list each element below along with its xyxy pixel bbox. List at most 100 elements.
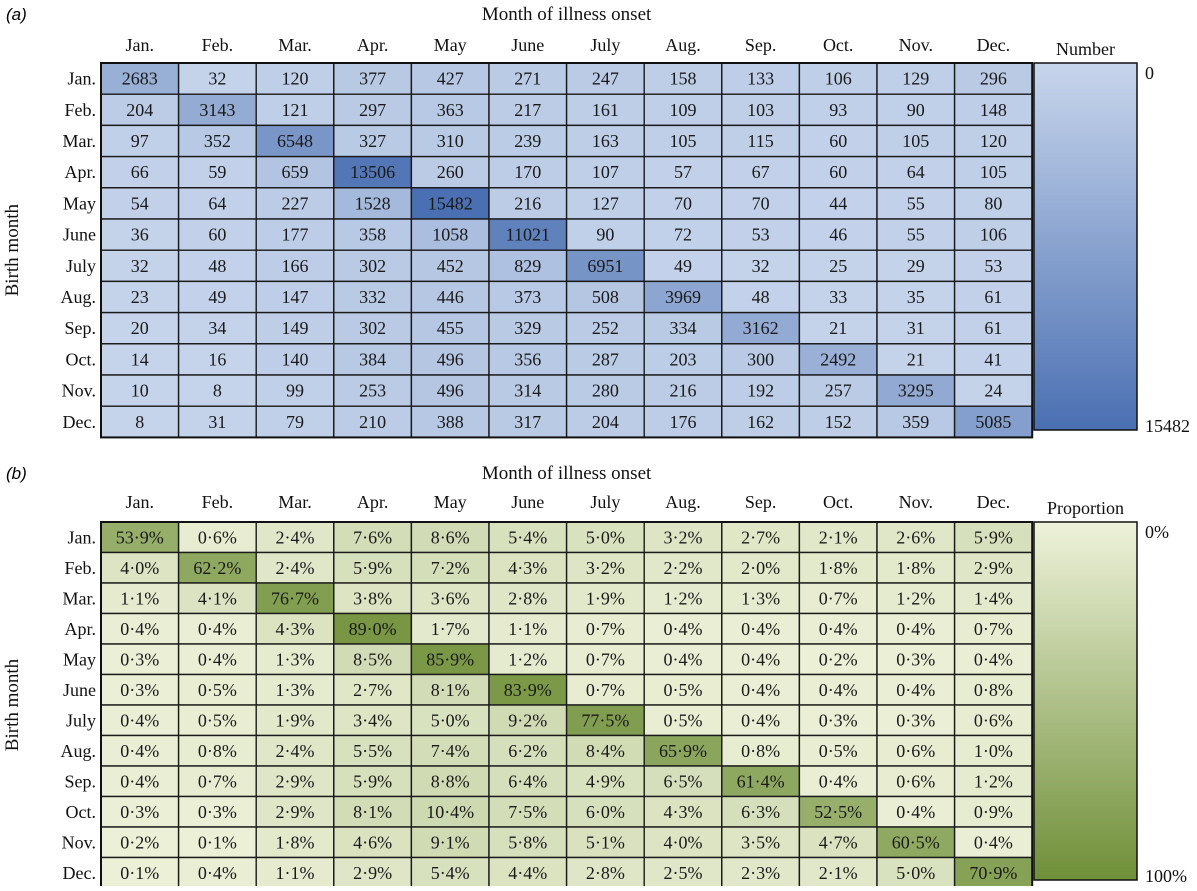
cell-value-label: 90	[596, 225, 614, 245]
cell-value-label: 64	[208, 193, 226, 213]
x-axis-title: Month of illness onset	[482, 4, 652, 25]
cell-value-label: 0·4%	[120, 710, 159, 730]
cell-value-label: 0·4%	[819, 619, 858, 639]
y-axis-title: Birth month	[2, 204, 23, 297]
cell-value-label: 41	[984, 349, 1002, 369]
cell-value-label: 4·0%	[664, 832, 703, 852]
x-tick-label: Aug.	[665, 492, 701, 512]
heatmap-cell	[953, 280, 1033, 314]
y-tick-label: Nov.	[62, 832, 96, 852]
heatmap-cell	[643, 856, 723, 889]
cell-value-label: 2683	[122, 69, 158, 89]
x-tick-label: June	[511, 35, 544, 55]
cell-value-label: 0·3%	[819, 710, 858, 730]
y-tick-label: Mar.	[63, 131, 97, 151]
cell-value-label: 203	[670, 349, 697, 369]
cell-value-label: 44	[829, 193, 847, 213]
colorbar-min-label: 0	[1145, 63, 1154, 83]
cell-value-label: 452	[437, 256, 464, 276]
x-tick-label: Aug.	[665, 35, 701, 55]
heatmap-cell	[177, 612, 257, 645]
cell-value-label: 1·8%	[896, 558, 935, 578]
heatmap-cell	[565, 249, 645, 283]
heatmap-cell	[177, 795, 257, 828]
heatmap-cell	[876, 155, 956, 189]
cell-value-label: 93	[829, 100, 847, 120]
cell-value-label: 83·9%	[504, 680, 552, 700]
cell-value-label: 53	[984, 256, 1002, 276]
cell-value-label: 109	[670, 100, 697, 120]
heatmap-cell	[565, 343, 645, 376]
heatmap-cell	[410, 856, 490, 889]
heatmap-cell	[876, 643, 956, 676]
cell-value-label: 53	[752, 225, 770, 245]
cell-value-label: 97	[131, 131, 149, 151]
cell-value-label: 2·5%	[664, 863, 703, 883]
heatmap-cell	[100, 643, 180, 676]
cell-value-label: 260	[437, 162, 464, 182]
cell-value-label: 4·4%	[508, 863, 547, 883]
cell-value-label: 23	[131, 287, 149, 307]
heatmap-cell	[410, 187, 490, 220]
cell-value-label: 0·8%	[974, 680, 1013, 700]
cell-value-label: 46	[829, 225, 847, 245]
cell-value-label: 60	[829, 162, 847, 182]
heatmap-cell	[410, 704, 490, 737]
cell-value-label: 257	[825, 381, 852, 401]
heatmap-cell	[721, 704, 801, 737]
cell-value-label: 6·0%	[586, 802, 625, 822]
cell-value-label: 0·3%	[120, 802, 159, 822]
heatmap-cell	[565, 218, 645, 251]
y-tick-label: June	[63, 225, 96, 245]
cell-value-label: 0·4%	[741, 710, 780, 730]
cell-value-label: 6·4%	[508, 771, 547, 791]
heatmap-cell	[565, 374, 645, 407]
cell-value-label: 217	[514, 100, 541, 120]
heatmap-cell	[410, 280, 490, 314]
heatmap-cell	[798, 765, 878, 798]
cell-value-label: 1·0%	[974, 741, 1013, 761]
cell-value-label: 204	[592, 412, 619, 432]
y-tick-label: Aug.	[61, 287, 97, 307]
cell-value-label: 5085	[975, 412, 1011, 432]
cell-value-label: 4·6%	[353, 832, 392, 852]
cell-value-label: 90	[907, 100, 925, 120]
cell-value-label: 60	[829, 131, 847, 151]
cell-value-label: 334	[670, 318, 697, 338]
cell-value-label: 59	[208, 162, 226, 182]
colorbar-title: Proportion	[1047, 498, 1124, 518]
cell-value-label: 8·1%	[353, 802, 392, 822]
cell-value-label: 48	[208, 256, 226, 276]
cell-value-label: 3969	[665, 287, 701, 307]
cell-value-label: 0·1%	[120, 863, 159, 883]
cell-value-label: 296	[980, 69, 1007, 89]
heatmap-cell	[876, 93, 956, 127]
x-tick-label: May	[434, 492, 467, 512]
y-axis-title: Birth month	[2, 658, 23, 751]
cell-value-label: 6·5%	[664, 771, 703, 791]
cell-value-label: 377	[359, 69, 386, 89]
cell-value-label: 0·4%	[664, 649, 703, 669]
cell-value-label: 36	[131, 225, 149, 245]
heatmap-cell	[643, 826, 723, 859]
cell-value-label: 106	[980, 225, 1007, 245]
cell-value-label: 70·9%	[969, 863, 1017, 883]
x-tick-label: Sep.	[745, 492, 777, 512]
cell-value-label: 317	[514, 412, 541, 432]
heatmap-cell	[100, 155, 180, 189]
cell-value-label: 363	[437, 100, 464, 120]
x-tick-label: Feb.	[202, 35, 234, 55]
x-tick-label: June	[511, 492, 544, 512]
x-tick-label: Nov.	[899, 492, 933, 512]
heatmap-cell	[488, 673, 568, 706]
heatmap-cell	[177, 856, 257, 889]
cell-value-label: 120	[980, 131, 1007, 151]
heatmap-cell	[953, 734, 1033, 767]
cell-value-label: 103	[747, 100, 774, 120]
cell-value-label: 0·4%	[120, 619, 159, 639]
heatmap-cell	[876, 187, 956, 220]
heatmap-cell	[177, 187, 257, 220]
heatmap-panel-2: (b) Month of illness onset Jan. Feb. Mar. Apr…	[2, 463, 1187, 889]
cell-value-label: 2·1%	[819, 527, 858, 547]
heatmap-cell	[410, 673, 490, 706]
